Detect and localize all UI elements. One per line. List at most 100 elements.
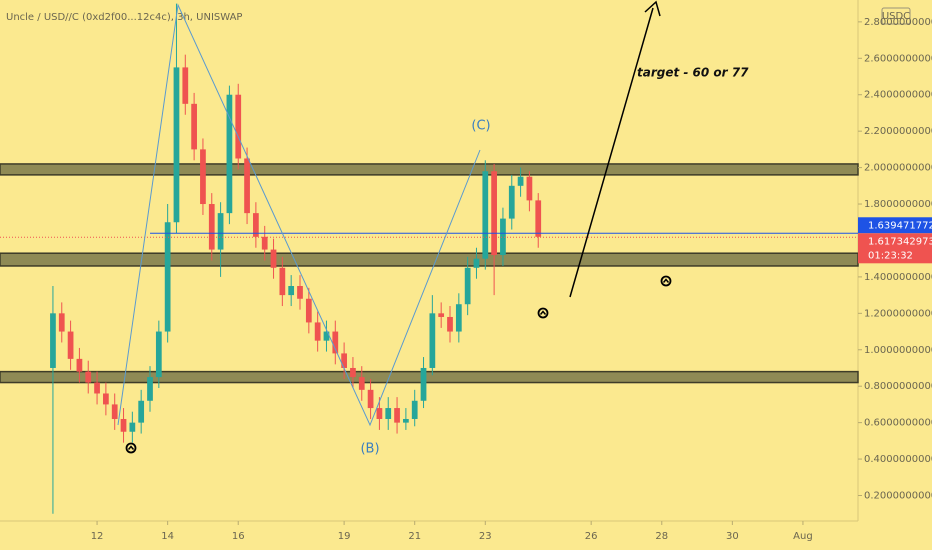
- y-tick-label: 2.2000000000: [864, 126, 932, 137]
- candle-body: [500, 218, 506, 256]
- price-label: 1.6173429732: [868, 236, 932, 247]
- candle-body: [394, 408, 400, 423]
- x-tick-label: 16: [232, 531, 245, 542]
- zone: [0, 370, 859, 384]
- annotation: (B): [360, 442, 379, 457]
- y-tick-label: 0.4000000000: [864, 454, 932, 465]
- candle-body: [455, 304, 462, 332]
- candle-body: [208, 204, 215, 250]
- candle-body: [270, 249, 277, 268]
- candle-body: [76, 358, 83, 372]
- candle-body: [314, 322, 321, 341]
- candle-body: [473, 258, 480, 268]
- candle-body: [244, 158, 250, 214]
- candle-body: [103, 393, 109, 405]
- x-tick-label: 28: [655, 531, 668, 542]
- candle-body: [67, 331, 74, 359]
- candle-body: [297, 286, 303, 299]
- y-tick-label: 1.2000000000: [864, 308, 932, 319]
- up-icon: [125, 442, 137, 454]
- x-tick-label: 12: [91, 531, 104, 542]
- countdown: 01:23:32: [868, 250, 913, 261]
- x-tick-label: 14: [161, 531, 174, 542]
- candle-body: [288, 286, 295, 296]
- candle-body: [438, 313, 445, 317]
- candle-body: [385, 408, 392, 419]
- zone: [0, 252, 859, 267]
- price-label-box: [858, 217, 932, 234]
- candle-body: [217, 213, 224, 250]
- candle-body: [173, 67, 180, 223]
- price-label: 1.6394717729: [868, 220, 932, 231]
- candle-body: [508, 185, 515, 219]
- up-icon: [660, 275, 672, 287]
- y-tick-label: 1.0000000000: [864, 345, 932, 356]
- x-tick-label: 23: [479, 531, 492, 542]
- candle-body: [111, 404, 118, 419]
- currency: USDC: [882, 11, 910, 22]
- candle-body: [332, 331, 339, 354]
- candle-body: [253, 213, 259, 237]
- x-tick-label: 30: [726, 531, 739, 542]
- y-tick-label: 2.0000000000: [864, 163, 932, 174]
- candle-body: [155, 331, 162, 378]
- candle-body: [464, 267, 471, 305]
- zone: [0, 163, 859, 176]
- candle-body: [85, 371, 92, 383]
- candle-body: [367, 389, 374, 409]
- x-tick-label: 19: [338, 531, 351, 542]
- price-label-box: [858, 233, 932, 264]
- candle-body: [420, 367, 427, 401]
- y-tick-label: 0.8000000000: [864, 381, 932, 392]
- x-tick-label: 26: [585, 531, 598, 542]
- candle-body: [482, 171, 489, 259]
- target-arrow: [569, 7, 654, 298]
- candle-body: [305, 298, 312, 323]
- candle-body: [261, 236, 268, 250]
- x-tick-label: Aug: [793, 531, 813, 542]
- chart-title: Uncle / USD//C (0xd2f00...12c4c), 3h, UN…: [6, 12, 242, 23]
- y-tick-label: 2.4000000000: [864, 90, 932, 101]
- candle-body: [411, 400, 418, 419]
- candle-body: [491, 171, 497, 256]
- candle-body: [526, 176, 533, 201]
- candle-body: [403, 418, 409, 423]
- candle-body: [147, 377, 153, 401]
- up-icon: [537, 307, 549, 319]
- candle-body: [120, 418, 127, 432]
- candle-body: [323, 331, 330, 341]
- candle-body: [350, 367, 356, 378]
- candle-body: [447, 316, 453, 332]
- candle-body: [94, 382, 100, 394]
- candle-body: [429, 313, 436, 368]
- wave-line: [117, 3, 481, 427]
- y-tick-label: 0.6000000000: [864, 418, 932, 429]
- annotation: target - 60 or 77: [637, 66, 749, 80]
- candle-body: [279, 267, 286, 296]
- arrow-head: [644, 0, 661, 17]
- annotation: (C): [471, 119, 490, 134]
- y-tick-label: 0.2000000000: [864, 490, 932, 501]
- x-tick-label: 21: [408, 531, 421, 542]
- candle-body: [129, 422, 136, 432]
- candle-body: [517, 176, 524, 186]
- candle-body: [200, 149, 206, 205]
- candle-body: [182, 67, 189, 104]
- y-tick-label: 1.8000000000: [864, 199, 932, 210]
- candle-body: [226, 94, 233, 214]
- y-tick-label: 1.4000000000: [864, 272, 932, 283]
- candle-body: [164, 222, 171, 332]
- candle-body: [376, 408, 383, 419]
- currency-box: [881, 7, 911, 25]
- candle-body: [58, 313, 65, 332]
- candle-body: [50, 313, 56, 368]
- y-tick-label: 2.8000000000: [864, 17, 932, 28]
- candle-body: [191, 103, 197, 150]
- candle-body: [138, 400, 145, 423]
- candle-body: [235, 94, 242, 159]
- candle-body: [535, 200, 542, 237]
- y-tick-label: 2.6000000000: [864, 53, 932, 64]
- candle-body: [341, 353, 347, 368]
- candle-body: [358, 377, 365, 390]
